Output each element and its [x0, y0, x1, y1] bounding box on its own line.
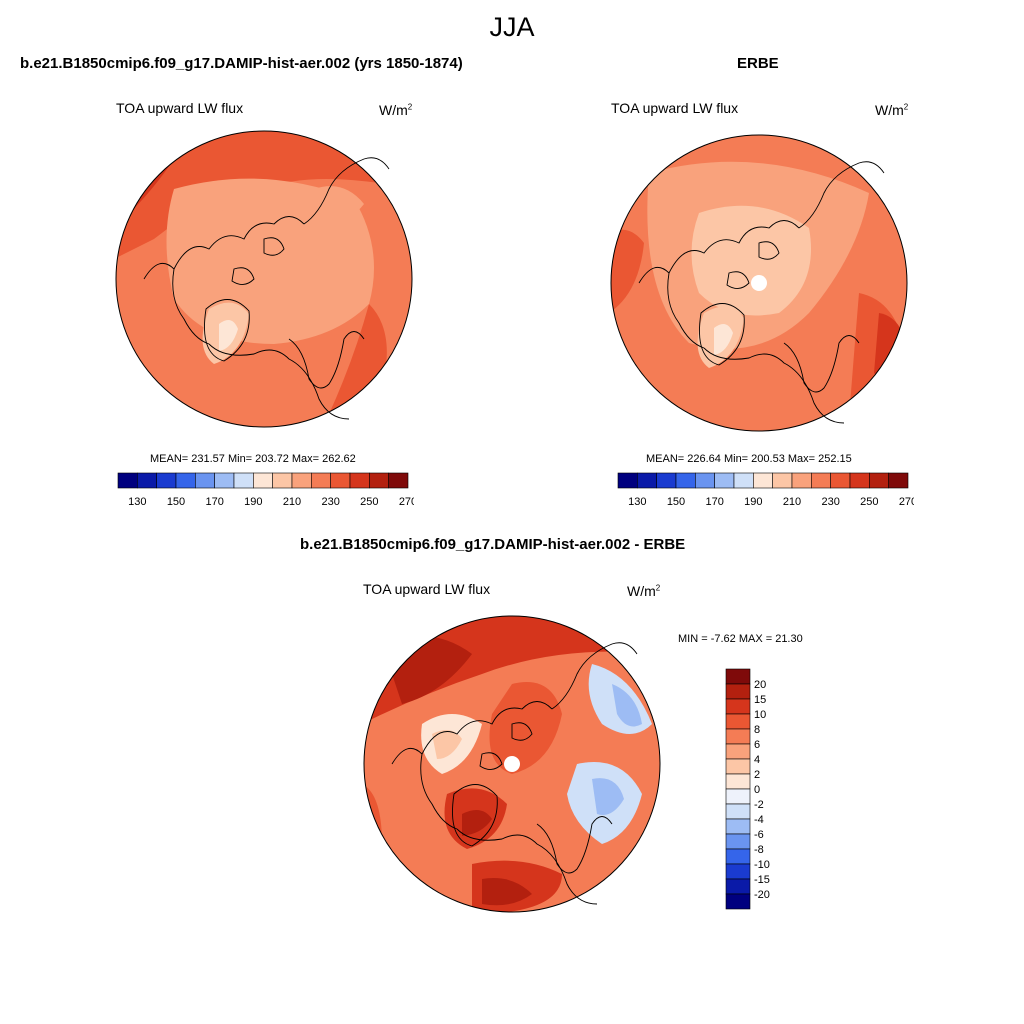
panel-1-variable: TOA upward LW flux — [116, 100, 244, 116]
panel-2-colorbar: 130 150 170 190 210 230 250 270 — [617, 472, 914, 508]
panel-1-colorbar-swatch — [388, 472, 409, 489]
panel-1-colorbar-swatch — [156, 472, 177, 489]
panel-2-colorbar-tick-label: 170 — [705, 496, 723, 508]
panel-3-colorbar-swatch — [725, 668, 751, 685]
panel-3-colorbar-tick-label: -6 — [754, 829, 764, 841]
panel-3-colorbar-swatch — [725, 878, 751, 895]
panel-2-colorbar-swatch — [637, 472, 657, 489]
panel-2-colorbar-swatch — [656, 472, 677, 489]
panel-1-colorbar-swatch — [369, 472, 389, 489]
panel-2-title: ERBE — [737, 55, 779, 72]
panel-3-colorbar-swatch — [725, 773, 751, 790]
panel-2-colorbar-tick-label: 150 — [667, 496, 685, 508]
panel-3-colorbar-swatch — [725, 698, 751, 715]
panel-3-variable: TOA upward LW flux — [363, 581, 491, 597]
panel-3-polar-map — [363, 615, 661, 913]
panel-2-colorbar-tick-label: 230 — [821, 496, 839, 508]
panel-2-colorbar-swatch — [733, 472, 754, 489]
panel-1-units: W/m2 — [379, 102, 413, 118]
panel-1-colorbar-tick-label: 230 — [321, 496, 339, 508]
panel-2-coastlines — [638, 161, 885, 424]
panel-3-colorbar-swatch — [725, 818, 751, 835]
panel-1-colorbar-swatch — [253, 472, 273, 489]
panel-2-variable: TOA upward LW flux — [611, 100, 739, 116]
panel-2-colorbar-tick-label: 210 — [783, 496, 801, 508]
panel-3-colorbar-swatch — [725, 683, 751, 700]
panel-1-colorbar-tick-label: 190 — [244, 496, 262, 508]
panel-2-colorbar-swatch — [791, 472, 812, 489]
panel-1-colorbar-swatch — [117, 472, 138, 489]
panel-3-colorbar-swatch — [725, 848, 751, 865]
panel-1-colorbar-swatch — [330, 472, 351, 489]
panel-1-colorbar-swatch — [195, 472, 215, 489]
panel-2-colorbar-tick-label: 130 — [628, 496, 646, 508]
panel-3-colorbar-tick-label: 4 — [754, 754, 760, 766]
panel-1-title: b.e21.B1850cmip6.f09_g17.DAMIP-hist-aer.… — [20, 55, 463, 72]
panel-3-colorbar-tick-label: -20 — [754, 889, 770, 901]
panel-3-colorbar-tick-label: -10 — [754, 859, 770, 871]
panel-1-colorbar-swatch — [272, 472, 293, 489]
panel-1-colorbar-swatch — [214, 472, 235, 489]
panel-2-polar-map — [610, 134, 908, 432]
panel-3-colorbar-tick-label: -15 — [754, 874, 770, 886]
panel-3-units: W/m2 — [627, 583, 661, 599]
panel-1-colorbar-swatch — [349, 472, 370, 489]
panel-3-colorbar-tick-label: -2 — [754, 799, 764, 811]
panel-3-colorbar-tick-label: -4 — [754, 814, 764, 826]
panel-1-colorbar-swatch — [175, 472, 196, 489]
panel-1-colorbar-tick-label: 210 — [283, 496, 301, 508]
panel-2-colorbar-swatch — [714, 472, 735, 489]
panel-3-colorbar-swatch — [725, 743, 751, 760]
panel-2-colorbar-swatch — [772, 472, 793, 489]
panel-2-colorbar-swatch — [849, 472, 870, 489]
panel-2-colorbar-swatch — [695, 472, 715, 489]
panel-3-coastlines — [391, 642, 638, 905]
panel-1-stats: MEAN= 231.57 Min= 203.72 Max= 262.62 — [150, 453, 356, 465]
panel-2-stats: MEAN= 226.64 Min= 200.53 Max= 252.15 — [646, 453, 852, 465]
panel-3-colorbar-tick-label: 20 — [754, 679, 766, 691]
panel-1-colorbar-tick-label: 150 — [167, 496, 185, 508]
panel-1-colorbar-tick-label: 170 — [205, 496, 223, 508]
panel-1-colorbar-tick-label: 250 — [360, 496, 378, 508]
panel-3-stats: MIN = -7.62 MAX = 21.30 — [678, 633, 803, 645]
panel-2-colorbar-swatch — [617, 472, 638, 489]
panel-3-colorbar-tick-label: 10 — [754, 709, 766, 721]
panel-2-units: W/m2 — [875, 102, 909, 118]
panel-2-colorbar-swatch — [811, 472, 831, 489]
panel-3-colorbar-swatch — [725, 788, 751, 805]
panel-2-colorbar-swatch — [675, 472, 696, 489]
panel-3-colorbar-swatch — [725, 713, 751, 730]
panel-3-colorbar-tick-label: 6 — [754, 739, 760, 751]
panel-2-colorbar-swatch — [830, 472, 851, 489]
panel-1-coastlines — [143, 157, 390, 420]
panel-3-colorbar-swatch — [725, 833, 751, 850]
panel-1-polar-map — [115, 130, 413, 428]
panel-2-colorbar-tick-label: 190 — [744, 496, 762, 508]
panel-2-colorbar-swatch — [753, 472, 773, 489]
panel-2-colorbar-tick-label: 270 — [899, 496, 914, 508]
panel-1-colorbar-swatch — [311, 472, 331, 489]
figure-title: JJA — [489, 12, 535, 42]
panel-3-colorbar-swatch — [725, 803, 751, 820]
panel-1-colorbar-tick-label: 270 — [399, 496, 414, 508]
panel-3-colorbar-tick-label: 2 — [754, 769, 760, 781]
panel-1-colorbar: 130 150 170 190 210 230 250 270 — [117, 472, 414, 508]
panel-3-colorbar-swatch — [725, 893, 751, 910]
panel-3-colorbar-swatch — [725, 758, 751, 775]
panel-1-colorbar-tick-label: 130 — [128, 496, 146, 508]
panel-3-colorbar-tick-label: 0 — [754, 784, 760, 796]
panel-2-colorbar-swatch — [869, 472, 889, 489]
panel-3-colorbar-tick-label: 8 — [754, 724, 760, 736]
panel-2-colorbar-tick-label: 250 — [860, 496, 878, 508]
panel-1-colorbar-swatch — [291, 472, 312, 489]
panel-3-colorbar-tick-label: -8 — [754, 844, 764, 856]
panel-2-colorbar-swatch — [888, 472, 909, 489]
panel-3-colorbar-swatch — [725, 728, 751, 745]
panel-3-colorbar-swatch — [725, 863, 751, 880]
panel-1-colorbar-swatch — [137, 472, 157, 489]
panel-3-colorbar-tick-label: 15 — [754, 694, 766, 706]
panel-3-title: b.e21.B1850cmip6.f09_g17.DAMIP-hist-aer.… — [300, 536, 686, 553]
panel-1-colorbar-swatch — [233, 472, 254, 489]
